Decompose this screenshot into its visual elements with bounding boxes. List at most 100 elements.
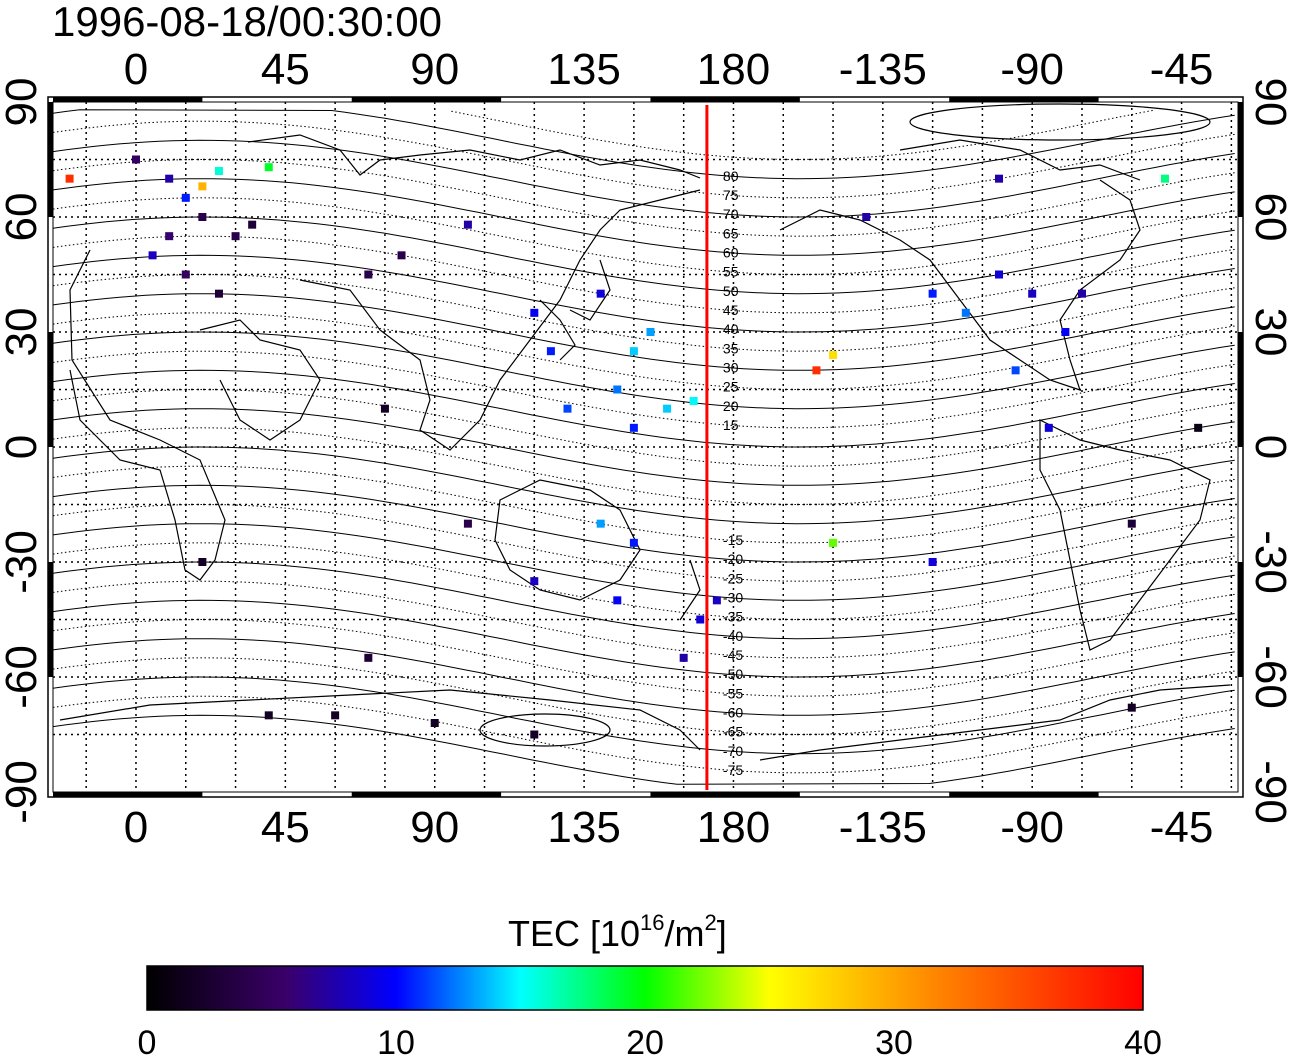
tec-data-point — [563, 404, 572, 413]
contour-value-label: -40 — [723, 628, 743, 644]
contour-value-label: -35 — [723, 609, 743, 625]
tec-data-point — [231, 232, 240, 241]
contour-value-label: 25 — [723, 379, 739, 395]
colorbar-title: TEC [1016/m2] — [508, 910, 727, 954]
colorbar-tick-label: 10 — [377, 1024, 415, 1057]
tec-data-point — [1160, 174, 1169, 183]
tec-data-point — [928, 558, 937, 566]
lat-tick-label-left: -30 — [0, 530, 46, 594]
tec-data-point — [198, 182, 207, 191]
tec-data-point — [995, 270, 1004, 279]
lon-tick-label-top: 45 — [261, 45, 310, 94]
colorbar-label-end: ] — [717, 913, 727, 954]
tec-data-point — [712, 596, 721, 605]
tec-data-point — [829, 351, 838, 359]
lat-tick-label-left: -90 — [0, 760, 46, 824]
tec-data-point — [181, 270, 190, 279]
tec-data-point — [646, 328, 655, 336]
tec-data-point — [463, 220, 472, 229]
contour-value-label: -75 — [723, 762, 743, 778]
colorbar-label-unit: /m — [665, 913, 705, 954]
tec-data-point — [629, 423, 638, 432]
contour-value-label: 50 — [723, 283, 739, 299]
tec-data-point — [165, 232, 174, 241]
lon-tick-label-bottom: 0 — [124, 803, 148, 852]
tec-data-point — [679, 653, 688, 662]
lon-ticks-bottom: 0 45 90 135 180 -135 -90 -45 — [124, 803, 1214, 852]
contour-value-label: 35 — [723, 340, 739, 356]
tec-data-point — [629, 347, 638, 356]
tec-data-point — [131, 155, 140, 164]
tec-data-point — [995, 174, 1004, 183]
contour-value-label: -30 — [723, 590, 743, 606]
lat-tick-label-left: 0 — [0, 435, 46, 459]
axis-frame — [47, 96, 1244, 798]
contour-value-label: -55 — [723, 685, 743, 701]
tec-data-point — [1061, 328, 1070, 336]
tec-data-point — [829, 538, 838, 547]
tec-data-point — [530, 577, 539, 586]
tec-data-point — [165, 174, 174, 183]
tec-data-point — [696, 615, 705, 624]
tec-data-point — [214, 289, 223, 298]
colorbar-tick-label: 40 — [1124, 1024, 1162, 1057]
colorbar — [146, 965, 1144, 1011]
contour-value-label: -65 — [723, 724, 743, 740]
tec-data-point — [530, 308, 539, 317]
lon-tick-label-top: 180 — [697, 45, 770, 94]
contour-value-label: -15 — [723, 532, 743, 548]
tec-data-point — [198, 558, 207, 566]
lon-tick-label-top: -90 — [1000, 45, 1064, 94]
colorbar-label-main: TEC [10 — [508, 913, 640, 954]
contour-value-label: 15 — [723, 417, 739, 433]
contour-value-label: 65 — [723, 225, 739, 241]
tec-data-point — [1028, 289, 1037, 298]
lon-tick-label-top: -45 — [1150, 45, 1214, 94]
lon-tick-label-top: 135 — [547, 45, 620, 94]
lat-tick-label-left: 60 — [0, 193, 46, 242]
tec-data-point — [1127, 519, 1136, 528]
colorbar-tick-label: 20 — [626, 1024, 664, 1057]
contour-value-label: 70 — [723, 206, 739, 222]
contour-value-label: -60 — [723, 705, 743, 721]
tec-data-point — [613, 596, 622, 605]
tec-data-point — [862, 213, 871, 221]
tec-data-point — [264, 711, 273, 720]
contour-value-label: -20 — [723, 551, 743, 567]
lat-ticks-right: 90 60 30 0 -30 -60 -90 — [1246, 78, 1292, 824]
tec-data-point — [663, 404, 672, 413]
lon-tick-label-bottom: -135 — [839, 803, 927, 852]
tec-data-point — [181, 193, 190, 202]
graticule — [53, 102, 1238, 792]
tec-data-point — [1127, 703, 1136, 712]
contour-value-labels: 80 75 70 65 60 55 50 45 40 35 30 25 20 15 -15 -20 -25 -30… — [723, 168, 743, 778]
colorbar-tick-label: 30 — [875, 1024, 913, 1057]
tec-data-point — [689, 397, 698, 405]
lon-tick-label-bottom: 45 — [261, 803, 310, 852]
contour-value-label: -70 — [723, 743, 743, 759]
contour-value-label: -45 — [723, 647, 743, 663]
tec-data-point — [812, 366, 821, 375]
contour-value-label: 30 — [723, 360, 739, 376]
tec-data-point — [961, 308, 970, 317]
lon-tick-label-bottom: 90 — [410, 803, 459, 852]
tec-data-point — [264, 163, 273, 172]
tec-data-point — [1011, 366, 1020, 375]
tec-data-point — [596, 289, 605, 298]
contour-value-label: 20 — [723, 398, 739, 414]
lon-tick-label-bottom: -90 — [1000, 803, 1064, 852]
lon-tick-label-top: 90 — [410, 45, 459, 94]
contour-value-label: 40 — [723, 321, 739, 337]
tec-data-point — [248, 220, 257, 229]
coastlines — [59, 103, 1231, 761]
colorbar-label-exp2: 2 — [705, 910, 717, 935]
tec-data-point — [928, 289, 937, 298]
lon-tick-label-bottom: 135 — [547, 803, 620, 852]
lat-tick-label-left: 30 — [0, 308, 46, 357]
lat-tick-label-right: 30 — [1246, 308, 1292, 357]
tec-data-point — [397, 251, 406, 260]
tec-data-point — [331, 711, 340, 720]
lon-tick-label-bottom: -45 — [1150, 803, 1214, 852]
colorbar-tick-label: 0 — [138, 1024, 157, 1057]
